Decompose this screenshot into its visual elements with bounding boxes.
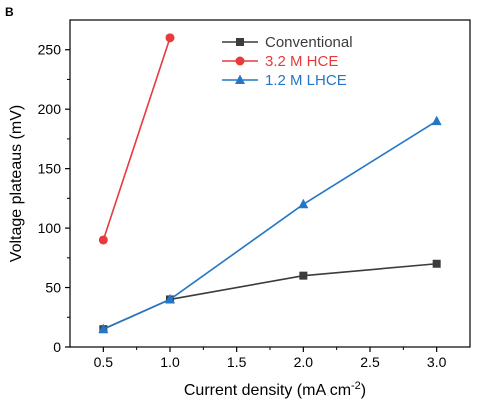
data-point-circle (98, 235, 108, 245)
y-tick-label: 50 (45, 280, 61, 296)
x-tick-label: 2.0 (294, 354, 314, 370)
series-line (103, 120, 438, 330)
x-axis-label-superscript: -2 (351, 380, 361, 392)
data-point-triangle (165, 293, 175, 304)
y-tick-label: 250 (38, 42, 62, 58)
data-point-triangle (431, 115, 442, 126)
data-point-square (432, 259, 441, 268)
series-line (103, 262, 437, 330)
x-tick-label: 2.5 (360, 354, 380, 370)
data-point-triangle (298, 198, 309, 209)
legend-label: 3.2 M HCE (265, 53, 338, 70)
x-tick-label: 1.5 (227, 354, 247, 370)
y-tick-label: 100 (38, 220, 62, 236)
data-point-triangle (235, 74, 245, 84)
series-square (99, 259, 441, 334)
data-point-circle (235, 56, 245, 66)
legend-item: 3.2 M HCE (222, 53, 338, 70)
data-point-square (236, 38, 244, 46)
panel-label: B (5, 5, 14, 19)
plot-axes: 0 50 100 150 200 250 0.5 1.0 1.5 2.0 2.5 3.0 (38, 19, 471, 370)
y-tick-label: 200 (38, 101, 62, 117)
x-axis-label-close: ) (361, 382, 366, 399)
data-point-square (299, 271, 308, 280)
y-axis-label: Voltage plateaus (mV) (8, 105, 25, 262)
x-axis-label-main: Current density (mA cm (184, 382, 351, 399)
legend: Conventional 3.2 M HCE 1.2 M LHCE (222, 34, 353, 89)
x-tick-label: 1.0 (160, 354, 180, 370)
legend-item: Conventional (222, 34, 353, 51)
legend-label: Conventional (265, 34, 353, 51)
legend-item: 1.2 M LHCE (222, 72, 347, 89)
series-line (102, 37, 171, 241)
x-axis-label: Current density (mA cm-2) (184, 380, 366, 399)
x-tick-label: 3.0 (427, 354, 447, 370)
y-tick-label: 0 (53, 339, 61, 355)
series-circle (98, 33, 175, 245)
series-triangle (98, 115, 442, 334)
data-point-triangle (98, 323, 109, 334)
x-tick-label: 0.5 (94, 354, 114, 370)
series-layer (98, 33, 442, 334)
data-point-circle (165, 33, 175, 43)
legend-label: 1.2 M LHCE (265, 72, 347, 89)
y-tick-label: 150 (38, 161, 62, 177)
